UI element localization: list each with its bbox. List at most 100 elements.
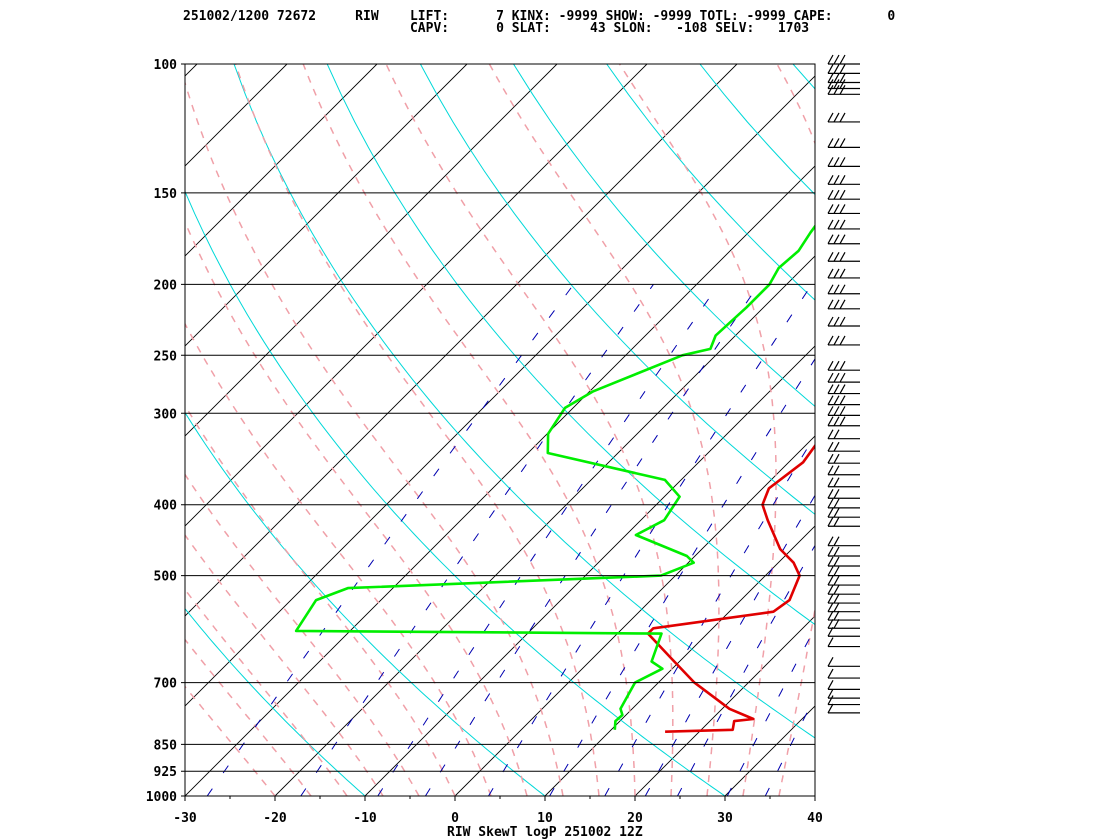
wind-barb [827, 299, 860, 310]
pressure-tick-label: 500 [154, 570, 178, 585]
wind-barb-feather [827, 54, 834, 65]
wind-barb-feather [827, 299, 834, 310]
wind-barb-feather [839, 416, 846, 427]
wind-barb-feather [827, 566, 834, 576]
pressure-tick-label: 100 [154, 58, 178, 73]
header-line-2: CAPV: 0 SLAT: 43 SLON: -108 SELV: 1703 [183, 21, 810, 36]
moist-adiabat-line [185, 685, 276, 796]
chart-footer-title: RIW SkewT logP 251002 12Z [447, 825, 643, 840]
isotherm-line [185, 64, 378, 257]
wind-barb-feather [839, 299, 846, 310]
wind-barb-feather [827, 384, 834, 394]
wind-barb-feather [833, 441, 840, 452]
mixing-ratio-line [677, 544, 815, 796]
isotherm-line [274, 255, 815, 796]
wind-barb-feather [833, 618, 840, 629]
wind-barb [827, 498, 860, 509]
wind-barb-feather [839, 406, 846, 416]
wind-barb-feather [833, 516, 840, 527]
wind-barb-feather [833, 593, 840, 604]
wind-barb-feather [827, 372, 834, 383]
wind-barb-feather [827, 498, 834, 509]
wind-barb [827, 395, 860, 406]
wind-barb [827, 488, 860, 499]
wind-barb [827, 602, 860, 613]
wind-barb-feather [839, 175, 846, 185]
wind-barb [827, 441, 860, 452]
wind-barb-feather [833, 477, 840, 488]
mixing-ratio-line [424, 284, 760, 796]
dry-adiabat-line [513, 64, 815, 408]
wind-barb-feather [833, 112, 840, 123]
wind-barb-feather [833, 189, 840, 200]
temperature-tick-label: 0 [451, 811, 459, 826]
wind-barb-feather [827, 477, 834, 488]
wind-barb-feather [827, 695, 834, 705]
wind-barb-feather [833, 488, 840, 499]
wind-barb-feather [833, 157, 840, 167]
temperature-tick-label: -20 [263, 811, 287, 826]
mixing-ratio-line [764, 695, 815, 796]
wind-barb [827, 536, 860, 547]
wind-barb-feather [833, 556, 840, 567]
wind-barb-feather [833, 138, 840, 148]
mixing-ratio-line [644, 494, 815, 796]
wind-barb-feather [827, 488, 834, 499]
wind-barb-feather [833, 54, 840, 65]
wind-barb-feather [827, 516, 834, 527]
wind-barb-feather [827, 680, 834, 690]
wind-barb-feather [827, 138, 834, 148]
wind-barb [827, 668, 860, 679]
wind-barb-feather [827, 360, 834, 371]
wind-barb-feather [827, 575, 834, 586]
wind-barb-feather [827, 593, 834, 604]
wind-barb-feather [827, 73, 834, 83]
wind-barb-feather [839, 73, 846, 83]
temperature-tick-label: -10 [353, 811, 377, 826]
wind-barb [827, 79, 860, 90]
wind-barb [827, 575, 860, 586]
wind-barb-feather [827, 204, 834, 214]
wind-barb [827, 204, 860, 215]
header-line-1: 251002/1200 72672 RIW LIFT: 7 KINX: -999… [183, 9, 896, 24]
wind-barb-feather [827, 703, 834, 714]
wind-barb-feather [833, 316, 840, 327]
wind-barb-feather [839, 268, 846, 279]
wind-barb [827, 219, 860, 230]
wind-barb-feather [839, 79, 846, 89]
pressure-tick-label: 400 [154, 499, 178, 514]
moist-adiabat-line [234, 64, 600, 796]
wind-barb-feather [833, 429, 840, 439]
wind-barb-feather [827, 465, 834, 476]
wind-barb-feather [827, 219, 834, 230]
wind-barb [827, 189, 860, 200]
wind-barb-feather [827, 610, 834, 621]
wind-barb-feather [827, 507, 834, 518]
temperature-tick-label: 10 [537, 811, 553, 826]
pressure-tick-label: 150 [154, 187, 178, 202]
wind-barb-feather [839, 204, 846, 214]
temperature-tick-label: -30 [173, 811, 197, 826]
wind-barb-feather [833, 498, 840, 509]
wind-barb-feather [839, 234, 846, 245]
dry-adiabat-line [233, 64, 815, 739]
wind-barb-feather [833, 566, 840, 576]
wind-barb-feather [827, 453, 834, 464]
wind-barb [827, 566, 860, 577]
isotherm-line [364, 345, 815, 796]
wind-barb-feather [827, 668, 834, 679]
wind-barb [827, 138, 860, 149]
dry-adiabat-line [185, 411, 546, 796]
isotherm-line [185, 64, 288, 167]
isotherm-line [185, 64, 558, 437]
wind-barb [827, 64, 860, 74]
wind-barb-feather [833, 251, 840, 262]
isotherm-line [185, 75, 815, 707]
wind-barb-feather [833, 268, 840, 279]
wind-barb-feather [839, 112, 846, 123]
wind-barb-feather [827, 284, 834, 295]
mixing-ratio-line [726, 627, 815, 796]
wind-barb-feather [839, 157, 846, 167]
wind-barb-feather [839, 316, 846, 327]
wind-barb [827, 384, 860, 395]
